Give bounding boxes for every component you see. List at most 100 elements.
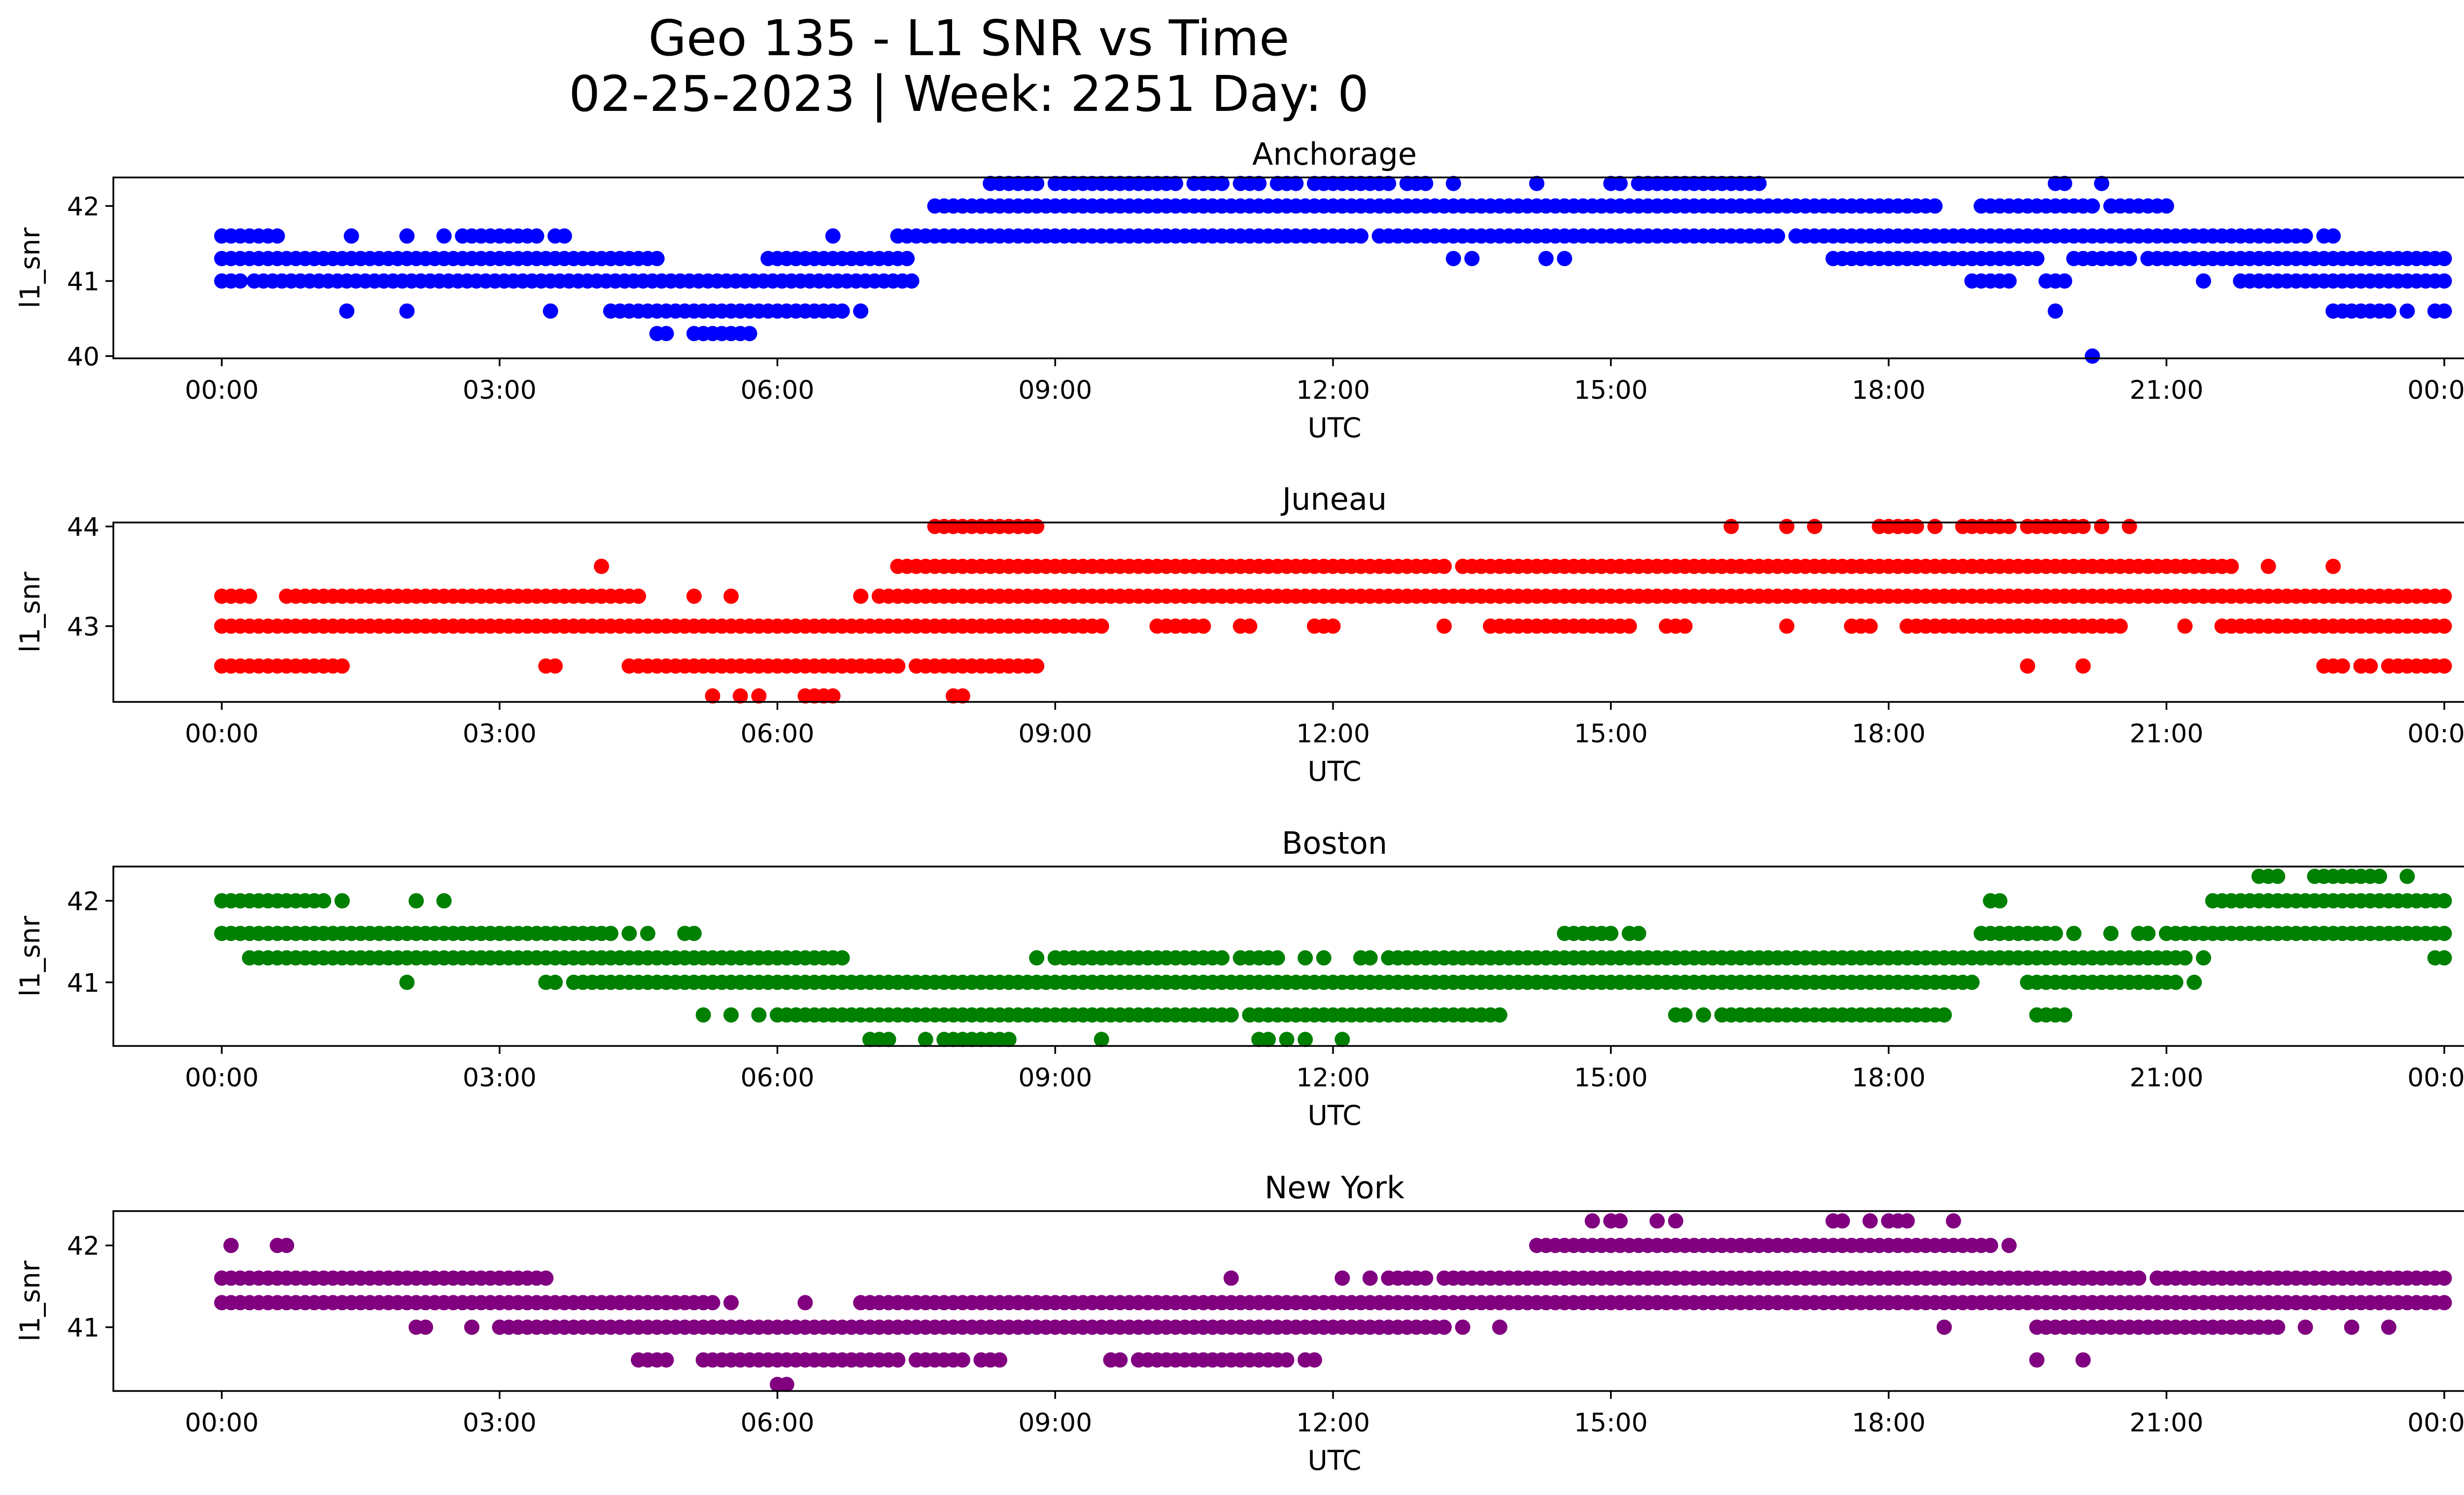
data-point [751, 688, 767, 704]
data-point [2372, 869, 2387, 884]
data-point [705, 688, 720, 704]
y-tick-label: 41 [67, 969, 100, 998]
data-point [890, 1352, 906, 1368]
data-point [1983, 1238, 1998, 1253]
y-axis-label: l1_snr [14, 916, 46, 997]
subplot-anchorage: Anchorage 00:00 03:00 06:00 09:00 12:00 15:00 1… [14, 136, 2464, 444]
data-point [797, 1295, 813, 1311]
data-point [825, 688, 841, 704]
data-point [1381, 175, 1397, 191]
data-point [853, 303, 869, 319]
data-point [538, 1270, 554, 1286]
data-point [1927, 198, 1943, 214]
x-tick-label: 00:00 [2407, 719, 2464, 749]
data-point [2270, 1320, 2286, 1335]
data-point [2381, 1320, 2396, 1335]
data-point [1464, 251, 1480, 266]
x-tick-label: 03:00 [463, 1063, 537, 1093]
x-tick-label: 06:00 [741, 719, 815, 749]
x-tick-label: 15:00 [1574, 1063, 1648, 1093]
data-point [279, 1238, 294, 1253]
data-point [1807, 519, 1822, 534]
x-tick-label: 21:00 [2129, 376, 2203, 405]
y-axis-label: l1_snr [14, 1260, 46, 1341]
data-point [621, 926, 637, 941]
data-point [2001, 1238, 2017, 1253]
data-point [1649, 1213, 1665, 1229]
data-point [2019, 658, 2035, 674]
data-point [1316, 950, 1332, 966]
figure-title-line-1: Geo 135 - L1 SNR vs Time [649, 9, 1290, 67]
data-point [1112, 1352, 1128, 1368]
data-point [992, 1352, 1007, 1368]
data-point [2436, 893, 2452, 908]
x-tick-label: 18:00 [1852, 376, 1926, 405]
data-point [1751, 175, 1767, 191]
data-point [2122, 251, 2137, 266]
scatter-series [214, 869, 2452, 1047]
x-tick-label: 03:00 [463, 719, 537, 749]
data-point [2297, 1320, 2313, 1335]
data-point [1862, 618, 1878, 634]
data-point [1946, 1213, 1961, 1229]
data-point [2177, 950, 2193, 966]
x-tick-label: 21:00 [2129, 1408, 2203, 1438]
y-axis-label: l1_snr [14, 572, 46, 653]
subplots: Anchorage 00:00 03:00 06:00 09:00 12:00 15:00 1… [14, 136, 2464, 1476]
x-tick-label: 00:00 [2407, 1408, 2464, 1438]
data-point [2436, 1295, 2452, 1311]
subplot-new-york: New York 00:00 03:00 06:00 09:00 12:00 15:00 18… [14, 1170, 2464, 1476]
x-tick-label: 12:00 [1296, 1063, 1370, 1093]
data-point [1029, 658, 1045, 674]
x-axis-label: UTC [1307, 1100, 1361, 1131]
data-point [1168, 175, 1183, 191]
data-point [1242, 618, 1258, 634]
data-point [695, 1007, 711, 1023]
data-point [705, 1295, 720, 1311]
x-tick-label: 03:00 [463, 1408, 537, 1438]
data-point [2326, 228, 2341, 244]
data-point [2187, 974, 2202, 990]
data-point [1029, 950, 1045, 966]
data-point [1538, 251, 1554, 266]
data-point [2436, 618, 2452, 634]
data-point [529, 228, 545, 244]
data-point [2436, 658, 2452, 674]
subplot-title: Boston [1282, 825, 1387, 861]
data-point [658, 326, 674, 342]
subplot-title: Juneau [1280, 481, 1387, 517]
data-point [2270, 869, 2286, 884]
x-tick-label: 21:00 [2129, 719, 2203, 749]
data-point [1445, 251, 1461, 266]
x-tick-label: 15:00 [1574, 719, 1648, 749]
data-point [1529, 175, 1544, 191]
data-point [1335, 1032, 1350, 1047]
data-point [1492, 1320, 1507, 1335]
data-point [779, 1377, 794, 1392]
data-point [2334, 658, 2350, 674]
scatter-series [214, 519, 2452, 704]
data-point [1779, 519, 1795, 534]
scatter-series [214, 175, 2452, 364]
subplot-title: Anchorage [1252, 136, 1417, 172]
data-point [2177, 618, 2193, 634]
x-tick-label: 18:00 [1852, 1408, 1926, 1438]
data-point [1353, 228, 1369, 244]
data-point [1362, 1270, 1378, 1286]
x-tick-label: 09:00 [1018, 1063, 1092, 1093]
data-point [399, 303, 415, 319]
data-point [732, 688, 748, 704]
data-point [1631, 926, 1646, 941]
data-point [1223, 1007, 1239, 1023]
data-point [2399, 869, 2415, 884]
data-point [436, 893, 452, 908]
data-point [334, 893, 350, 908]
data-point [1279, 1032, 1295, 1047]
data-point [1269, 950, 1285, 966]
data-point [2085, 198, 2100, 214]
data-point [723, 1295, 739, 1311]
data-point [1992, 893, 2008, 908]
axes-frame [112, 176, 2464, 359]
x-tick-label: 21:00 [2129, 1063, 2203, 1093]
